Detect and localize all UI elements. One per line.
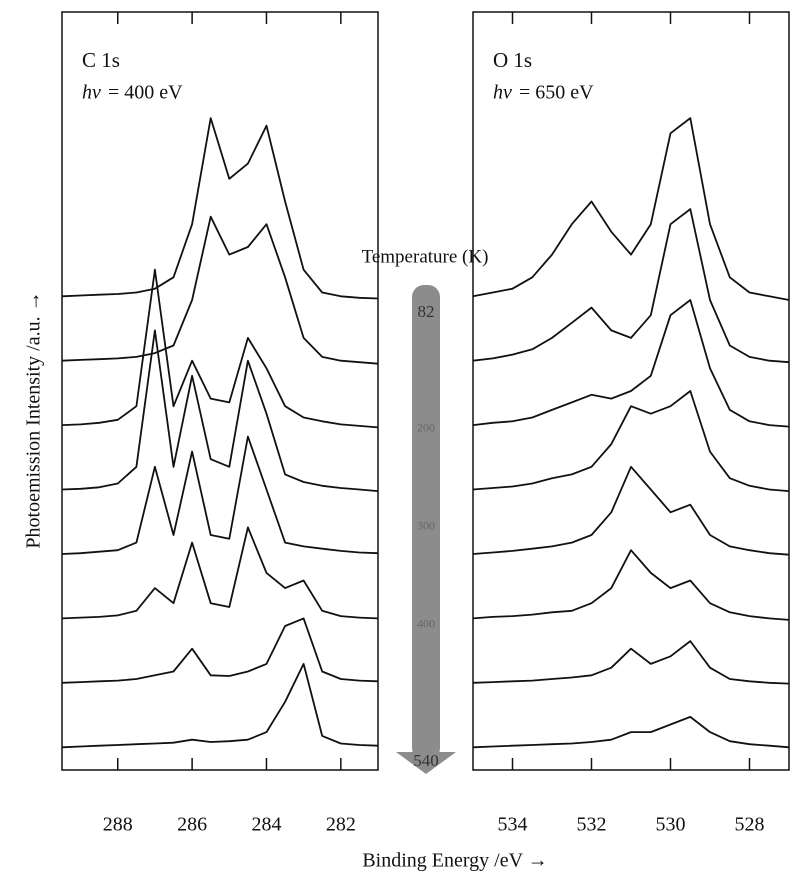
x-tick-label: 288 [103,814,133,836]
plot-frame [472,11,790,771]
x-tick-label: 534 [498,814,528,836]
photon-energy: = 650 eV [519,82,594,104]
spectrum [61,117,379,300]
panel-title: C 1s [82,48,120,72]
spectrum [472,549,790,621]
temperature-label: Temperature (K) [362,246,489,267]
spectrum [61,526,379,620]
x-tick-label: 286 [177,814,207,836]
photon-energy: = 400 eV [108,82,183,104]
temperature-tick-label: 300 [417,518,435,532]
photon-symbol: hv [82,82,101,104]
x-tick-label: 528 [735,814,765,836]
temperature-tick-label: 82 [418,302,435,321]
panel-title: O 1s [493,48,532,72]
x-tick-label: 532 [577,814,607,836]
spectrum [61,268,379,429]
temperature-tick-label: 200 [417,420,435,434]
spectrum [472,117,790,301]
spectrum [61,329,379,492]
temperature-arrowhead [396,752,456,774]
spectrum [472,299,790,428]
spectrum [61,435,379,555]
x-tick-label: 284 [251,814,281,836]
plot-frame [61,11,379,771]
spectrum [61,663,379,749]
photon-symbol: hv [493,82,512,104]
spectrum [472,716,790,749]
spectrum [472,465,790,556]
temperature-bar [412,285,440,760]
y-axis-label: Photoemission Intensity /a.u. → [23,291,45,548]
spectrum [472,390,790,492]
spectrum [61,215,379,365]
temperature-tick-label: 400 [417,617,435,631]
spectrum [61,617,379,684]
temperature-tick-label: 540 [413,751,439,770]
x-tick-label: 530 [656,814,686,836]
spectrum [472,640,790,685]
x-axis-label: Binding Energy /eV → [362,850,547,872]
spectrum [472,208,790,364]
x-tick-label: 282 [326,814,356,836]
